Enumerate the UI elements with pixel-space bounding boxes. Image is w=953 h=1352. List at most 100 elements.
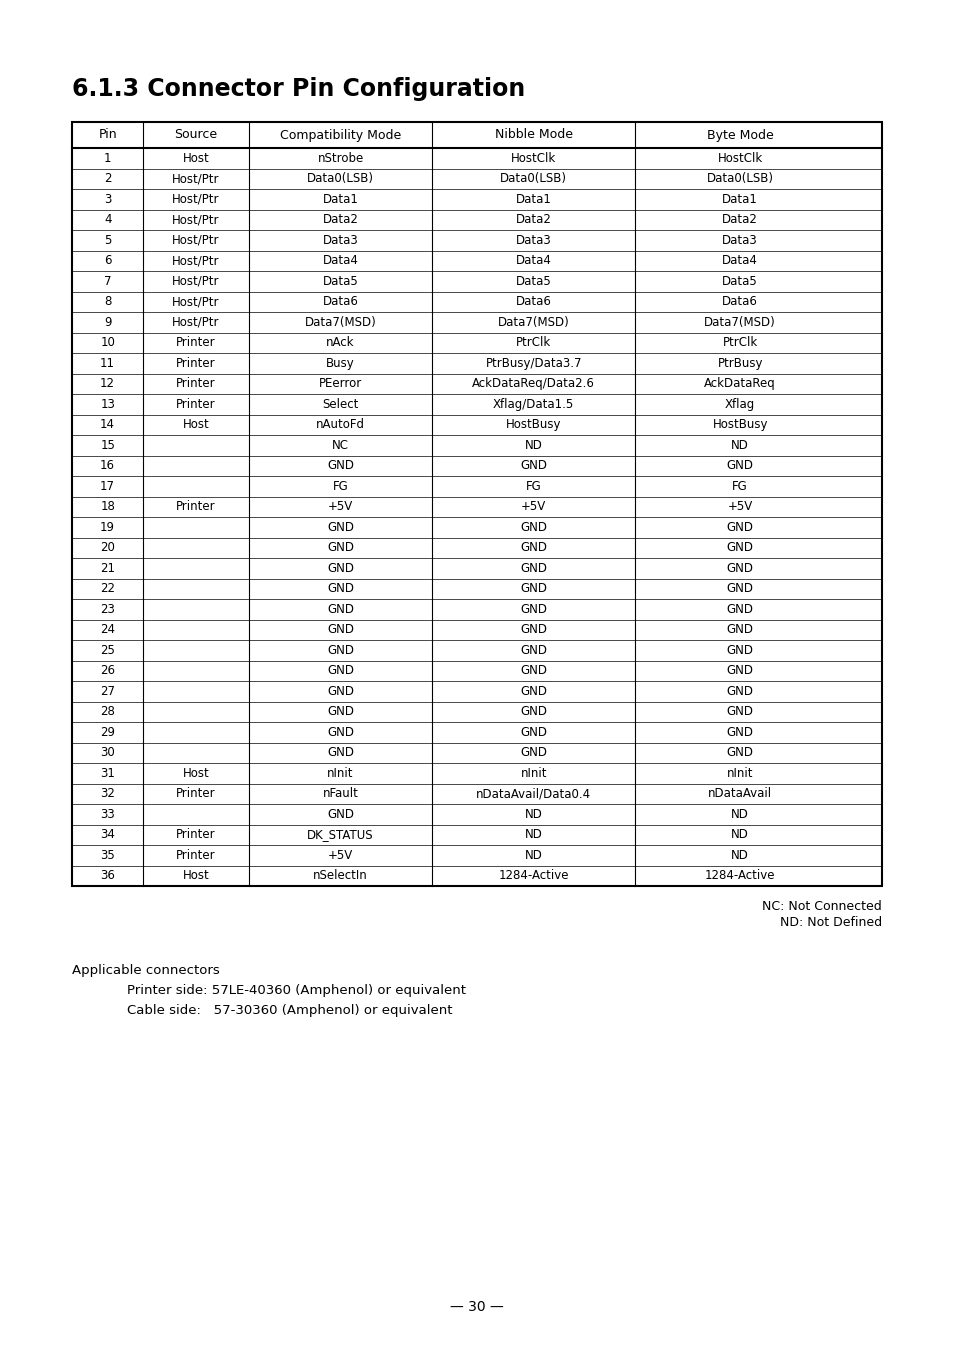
Text: 36: 36 <box>100 869 115 883</box>
Text: Host: Host <box>182 151 209 165</box>
Text: NC: Not Connected: NC: Not Connected <box>761 900 882 913</box>
Text: GND: GND <box>726 623 753 637</box>
Text: 9: 9 <box>104 316 112 329</box>
Text: GND: GND <box>327 460 354 472</box>
Text: 22: 22 <box>100 583 115 595</box>
Text: 28: 28 <box>100 706 115 718</box>
Text: 4: 4 <box>104 214 112 226</box>
Text: GND: GND <box>726 583 753 595</box>
Text: Printer: Printer <box>176 377 215 391</box>
Text: GND: GND <box>726 684 753 698</box>
Text: Data6: Data6 <box>516 295 551 308</box>
Text: Data2: Data2 <box>721 214 758 226</box>
Text: ND: ND <box>524 439 542 452</box>
Text: PEerror: PEerror <box>318 377 362 391</box>
Text: GND: GND <box>726 521 753 534</box>
Text: 23: 23 <box>100 603 115 615</box>
Text: Printer: Printer <box>176 787 215 800</box>
Text: Pin: Pin <box>98 128 117 142</box>
Text: Host/Ptr: Host/Ptr <box>172 254 219 268</box>
Text: Data6: Data6 <box>322 295 358 308</box>
Text: Select: Select <box>322 397 358 411</box>
Text: GND: GND <box>726 644 753 657</box>
Text: 12: 12 <box>100 377 115 391</box>
Text: 17: 17 <box>100 480 115 492</box>
Text: Data5: Data5 <box>721 274 758 288</box>
Text: ND: ND <box>524 829 542 841</box>
Text: GND: GND <box>327 644 354 657</box>
Text: 5: 5 <box>104 234 112 247</box>
Text: nInit: nInit <box>726 767 753 780</box>
Text: GND: GND <box>519 561 547 575</box>
Text: Host/Ptr: Host/Ptr <box>172 316 219 329</box>
Text: 25: 25 <box>100 644 115 657</box>
Text: 1: 1 <box>104 151 112 165</box>
Text: DK_STATUS: DK_STATUS <box>307 829 374 841</box>
Text: GND: GND <box>519 644 547 657</box>
Text: Host/Ptr: Host/Ptr <box>172 214 219 226</box>
Text: 11: 11 <box>100 357 115 369</box>
Text: Printer: Printer <box>176 849 215 861</box>
Text: Data0(LSB): Data0(LSB) <box>706 172 773 185</box>
Text: +5V: +5V <box>328 500 353 514</box>
Text: Compatibility Mode: Compatibility Mode <box>279 128 400 142</box>
Text: GND: GND <box>327 726 354 738</box>
Text: 1284-Active: 1284-Active <box>497 869 568 883</box>
Text: Host/Ptr: Host/Ptr <box>172 295 219 308</box>
Text: 18: 18 <box>100 500 115 514</box>
Text: 7: 7 <box>104 274 112 288</box>
Text: GND: GND <box>726 460 753 472</box>
Text: GND: GND <box>726 726 753 738</box>
Text: Xflag: Xflag <box>724 397 755 411</box>
Text: GND: GND <box>327 521 354 534</box>
Text: nStrobe: nStrobe <box>317 151 363 165</box>
Text: 16: 16 <box>100 460 115 472</box>
Text: Host: Host <box>182 767 209 780</box>
Text: GND: GND <box>519 726 547 738</box>
Text: ND: ND <box>731 829 748 841</box>
Text: ND: ND <box>731 439 748 452</box>
Text: GND: GND <box>327 623 354 637</box>
Text: ND: ND <box>731 807 748 821</box>
Text: 2: 2 <box>104 172 112 185</box>
Text: GND: GND <box>519 664 547 677</box>
Text: Data4: Data4 <box>721 254 758 268</box>
Text: AckDataReq/Data2.6: AckDataReq/Data2.6 <box>472 377 595 391</box>
Text: Printer: Printer <box>176 829 215 841</box>
Text: 10: 10 <box>100 337 115 349</box>
Text: 13: 13 <box>100 397 115 411</box>
Text: Data0(LSB): Data0(LSB) <box>307 172 374 185</box>
Text: 34: 34 <box>100 829 115 841</box>
Text: 29: 29 <box>100 726 115 738</box>
Text: — 30 —: — 30 — <box>450 1301 503 1314</box>
Text: GND: GND <box>327 541 354 554</box>
Text: 24: 24 <box>100 623 115 637</box>
Text: Printer side: 57LE-40360 (Amphenol) or equivalent: Printer side: 57LE-40360 (Amphenol) or e… <box>127 984 465 996</box>
Text: 6.1.3 Connector Pin Configuration: 6.1.3 Connector Pin Configuration <box>71 77 525 101</box>
Text: GND: GND <box>519 460 547 472</box>
Text: Host/Ptr: Host/Ptr <box>172 274 219 288</box>
Text: Data3: Data3 <box>322 234 358 247</box>
Text: GND: GND <box>726 561 753 575</box>
Text: Data7(MSD): Data7(MSD) <box>304 316 376 329</box>
Text: Data1: Data1 <box>516 193 551 206</box>
Text: Source: Source <box>174 128 217 142</box>
Text: PtrClk: PtrClk <box>721 337 757 349</box>
Bar <box>71 122 882 886</box>
Text: GND: GND <box>327 561 354 575</box>
Text: 33: 33 <box>100 807 115 821</box>
Text: nSelectIn: nSelectIn <box>313 869 368 883</box>
Text: GND: GND <box>519 583 547 595</box>
Text: 3: 3 <box>104 193 112 206</box>
Text: Printer: Printer <box>176 397 215 411</box>
Text: HostBusy: HostBusy <box>505 418 561 431</box>
Text: +5V: +5V <box>727 500 752 514</box>
Text: ND: ND <box>731 849 748 861</box>
Text: Printer: Printer <box>176 357 215 369</box>
Text: FG: FG <box>333 480 348 492</box>
Text: Data3: Data3 <box>516 234 551 247</box>
Text: GND: GND <box>327 603 354 615</box>
Text: 26: 26 <box>100 664 115 677</box>
Text: GND: GND <box>327 706 354 718</box>
Text: 8: 8 <box>104 295 112 308</box>
